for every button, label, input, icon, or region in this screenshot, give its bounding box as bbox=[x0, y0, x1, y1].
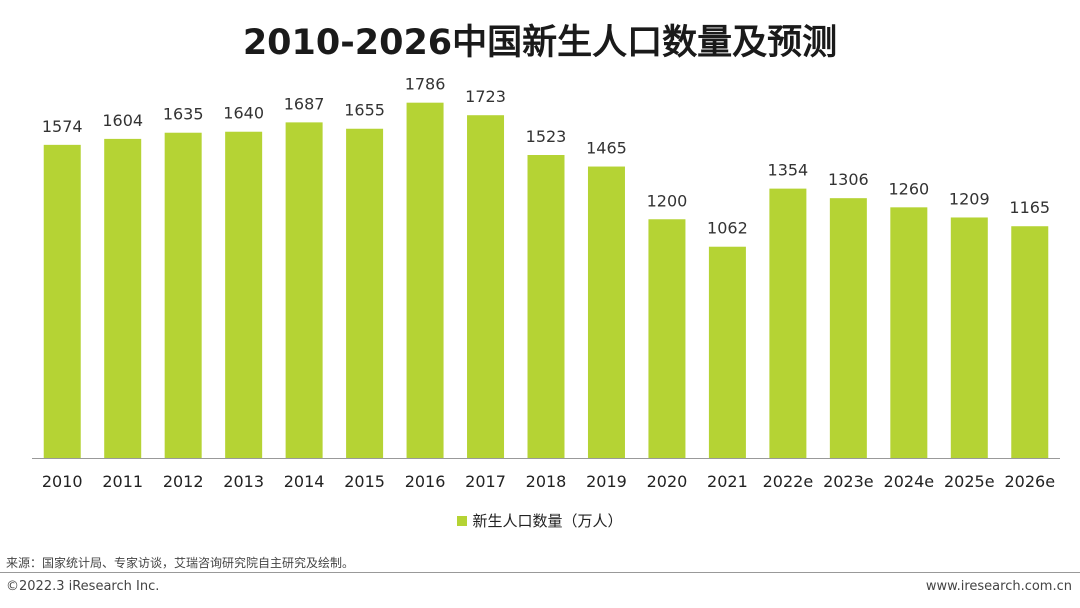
bar-2014 bbox=[285, 122, 323, 458]
value-label-2013: 1640 bbox=[223, 104, 264, 123]
value-label-2017: 1723 bbox=[465, 87, 506, 106]
source-note: 来源：国家统计局、专家访谈，艾瑞咨询研究院自主研究及绘制。 bbox=[6, 556, 355, 570]
bar-2010 bbox=[43, 144, 81, 458]
bar-2019 bbox=[587, 166, 625, 458]
category-label-2019: 2019 bbox=[586, 472, 627, 491]
bar-2023e bbox=[829, 198, 867, 458]
category-label-2026e: 2026e bbox=[1004, 472, 1055, 491]
category-label-2020: 2020 bbox=[647, 472, 688, 491]
bar-2026e bbox=[1011, 226, 1049, 458]
bar-2013 bbox=[225, 131, 263, 458]
value-label-2014: 1687 bbox=[284, 94, 325, 113]
bar-2020 bbox=[648, 219, 686, 458]
category-label-2014: 2014 bbox=[284, 472, 325, 491]
category-label-2021: 2021 bbox=[707, 472, 748, 491]
value-label-2022e: 1354 bbox=[768, 161, 809, 180]
bar-2018 bbox=[527, 155, 565, 458]
copyright: ©2022.3 iResearch Inc. bbox=[6, 579, 160, 594]
legend: 新生人口数量（万人） bbox=[0, 510, 1080, 531]
value-label-2011: 1604 bbox=[102, 111, 143, 130]
bar-2025e bbox=[950, 217, 988, 458]
chart-title: 2010-2026中国新生人口数量及预测 bbox=[242, 23, 838, 63]
bar-2011 bbox=[104, 138, 142, 458]
category-label-2012: 2012 bbox=[163, 472, 204, 491]
category-label-2022e: 2022e bbox=[763, 472, 814, 491]
category-label-2016: 2016 bbox=[405, 472, 446, 491]
value-label-2020: 1200 bbox=[647, 191, 688, 210]
value-label-2012: 1635 bbox=[163, 105, 204, 124]
category-label-2025e: 2025e bbox=[944, 472, 995, 491]
bar-2016 bbox=[406, 102, 444, 459]
value-label-2019: 1465 bbox=[586, 139, 627, 158]
value-label-2010: 1574 bbox=[42, 117, 83, 136]
bar-2015 bbox=[346, 128, 384, 458]
value-label-2023e: 1306 bbox=[828, 170, 869, 189]
footer-divider bbox=[0, 572, 1080, 573]
website-url: www.iresearch.com.cn bbox=[925, 579, 1072, 594]
value-label-2026e: 1165 bbox=[1009, 198, 1050, 217]
value-label-2018: 1523 bbox=[526, 127, 567, 146]
bar-2012 bbox=[164, 132, 202, 458]
value-label-2016: 1786 bbox=[405, 75, 446, 94]
bar-chart: 1574 1604 1635 1640 1687 1655 1786 1723 1523 1465… bbox=[32, 75, 1060, 491]
value-label-2021: 1062 bbox=[707, 219, 748, 238]
category-label-2023e: 2023e bbox=[823, 472, 874, 491]
legend-swatch bbox=[457, 515, 468, 526]
category-label-2017: 2017 bbox=[465, 472, 506, 491]
bar-2022e bbox=[769, 188, 807, 459]
category-label-2013: 2013 bbox=[223, 472, 264, 491]
value-label-2015: 1655 bbox=[344, 101, 385, 120]
category-label-2024e: 2024e bbox=[884, 472, 935, 491]
bar-2021 bbox=[708, 246, 746, 458]
bar-2017 bbox=[467, 115, 505, 458]
legend-label: 新生人口数量（万人） bbox=[472, 512, 623, 530]
category-label-2010: 2010 bbox=[42, 472, 83, 491]
category-label-2018: 2018 bbox=[526, 472, 567, 491]
category-label-2011: 2011 bbox=[102, 472, 143, 491]
value-label-2024e: 1260 bbox=[888, 179, 929, 198]
category-label-2015: 2015 bbox=[344, 472, 385, 491]
value-label-2025e: 1209 bbox=[949, 189, 990, 208]
bar-2024e bbox=[890, 207, 928, 458]
